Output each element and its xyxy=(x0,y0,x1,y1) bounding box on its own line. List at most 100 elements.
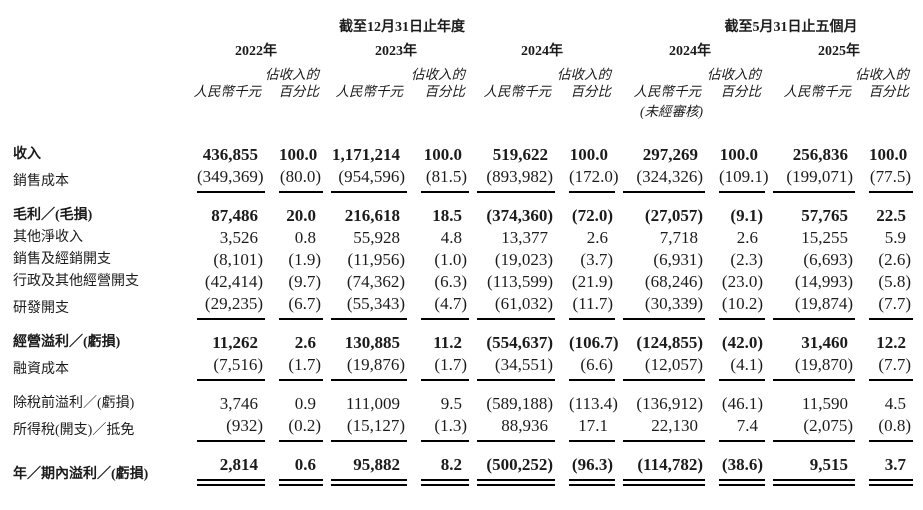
rmb-value-cell: 55,928 xyxy=(353,228,400,247)
rmb-value-cell: (124,855) xyxy=(636,333,703,352)
pct-value-cell: 100.0 xyxy=(279,145,318,164)
pct-value-cell: 100.0 xyxy=(869,145,908,164)
pct-value-cell: (7.7) xyxy=(855,293,913,320)
pct-value-cell: (109.1) xyxy=(705,166,769,193)
rmb-value-cell: 3,746 xyxy=(219,394,258,413)
row-label: 行政及其他經營開支 xyxy=(13,274,139,289)
period-group-annual: 截至12月31日止年度 xyxy=(339,20,465,35)
pct-value-cell: (1.3) xyxy=(407,415,469,442)
pct-value-cell: 2.6 xyxy=(294,333,316,352)
pct-value-cell: (72.0) xyxy=(571,206,613,225)
unit-header-rmb: 人民幣千元 xyxy=(483,84,552,99)
rmb-value-cell: 297,269 xyxy=(642,145,698,164)
rmb-value-cell: (113,599) xyxy=(487,272,553,291)
pct-value-cell: 4.8 xyxy=(440,228,462,247)
pct-value-cell: (80.0) xyxy=(265,166,323,193)
table-row: 行政及其他經營開支 (42,414) (9.7) (74,362) (6.3) (113,… xyxy=(13,271,913,293)
rmb-value-cell: (2,075) xyxy=(765,415,855,442)
rmb-value-cell: (30,339) xyxy=(615,293,705,320)
rmb-value-cell: (19,023) xyxy=(494,250,553,269)
spacer-cell xyxy=(13,381,913,393)
rmb-value-cell: (554,637) xyxy=(486,333,553,352)
rmb-value-cell: 9,515 xyxy=(765,454,855,486)
rmb-value-cell: (68,246) xyxy=(644,272,703,291)
pct-value-cell: (4.7) xyxy=(407,293,469,320)
pct-value-cell: 7.4 xyxy=(705,415,765,442)
rmb-value-cell: 15,255 xyxy=(801,228,848,247)
spacer-row xyxy=(13,381,913,393)
row-label: 研發開支 xyxy=(13,301,69,316)
unaudited-note: (未經審核) xyxy=(640,104,703,119)
pct-value-cell: (0.2) xyxy=(265,415,323,442)
pct-value-cell: (46.1) xyxy=(721,394,763,413)
rmb-value-cell: (7,516) xyxy=(189,354,265,381)
pct-value-cell: 5.9 xyxy=(884,228,906,247)
spacer-cell xyxy=(13,320,913,332)
rmb-value-cell: (29,235) xyxy=(189,293,265,320)
pct-value-cell: (6.3) xyxy=(434,272,467,291)
unit-header-row: 人民幣千元 佔收入的 百分比 人民幣千元 佔收入的 百分比 人民幣千元 佔收入的… xyxy=(13,60,913,100)
rmb-value-cell: (932) xyxy=(189,415,265,442)
pct-value-cell: (4.1) xyxy=(705,354,765,381)
table-row: 銷售及經銷開支 (8,101) (1.9) (11,956) (1.0) (19,023)… xyxy=(13,249,913,271)
pct-value-cell: (2.3) xyxy=(730,250,763,269)
spacer-cell xyxy=(13,442,913,454)
row-label: 收入 xyxy=(13,147,41,162)
row-label: 年／期內溢利／(虧損) xyxy=(13,467,149,482)
pct-value-cell: 12.2 xyxy=(876,333,906,352)
rmb-value-cell: 11,262 xyxy=(212,333,258,352)
pct-value-cell: (1.9) xyxy=(288,250,321,269)
pct-value-cell: 2.6 xyxy=(736,228,758,247)
pct-value-cell: 100.0 xyxy=(423,145,462,164)
rmb-value-cell: (12,057) xyxy=(615,354,705,381)
table-row: 融資成本 (7,516) (1.7) (19,876) (1.7) (34,551) (6.… xyxy=(13,354,913,381)
unit-header-rmb: 人民幣千元 xyxy=(633,84,702,99)
rmb-value-cell: (114,782) xyxy=(615,454,705,486)
rmb-value-cell: (349,369) xyxy=(189,166,265,193)
rmb-value-cell: (42,414) xyxy=(204,272,263,291)
rmb-value-cell: (136,912) xyxy=(636,394,703,413)
rmb-value-cell: (19,870) xyxy=(765,354,855,381)
rmb-value-cell: 31,460 xyxy=(801,333,848,352)
table-row: 年／期內溢利／(虧損) 2,814 0.6 95,882 8.2 (500,252) (96… xyxy=(13,454,913,486)
pct-value-cell: (42.0) xyxy=(721,333,763,352)
rmb-value-cell: 95,882 xyxy=(323,454,407,486)
pct-value-cell: (6.7) xyxy=(265,293,323,320)
table-row: 其他淨收入 3,526 0.8 55,928 4.8 13,377 2.6 7,718 2.6 1… xyxy=(13,227,913,249)
pct-value-cell: (81.5) xyxy=(407,166,469,193)
unit-header-pct: 佔收入的 百分比 xyxy=(855,67,909,99)
rmb-value-cell: (27,057) xyxy=(644,206,703,225)
rmb-value-cell: 22,130 xyxy=(615,415,705,442)
pct-value-cell: 100.0 xyxy=(569,145,608,164)
rmb-value-cell: 1,171,214 xyxy=(332,145,400,164)
rmb-value-cell: 57,765 xyxy=(801,206,848,225)
rmb-value-cell: (324,326) xyxy=(615,166,705,193)
pct-value-cell: (96.3) xyxy=(555,454,615,486)
pct-value-cell: 3.7 xyxy=(855,454,913,486)
pct-value-cell: 0.9 xyxy=(294,394,316,413)
rmb-value-cell: 87,486 xyxy=(211,206,258,225)
year-header-2024-5m: 2024年 xyxy=(669,44,711,59)
rmb-value-cell: 3,526 xyxy=(219,228,258,247)
rmb-value-cell: (11,956) xyxy=(347,250,405,269)
pct-value-cell: (113.4) xyxy=(569,394,618,413)
header-gap-row xyxy=(13,120,913,144)
unit-header-pct: 佔收入的 百分比 xyxy=(707,67,761,99)
rmb-value-cell: (61,032) xyxy=(469,293,555,320)
rmb-value-cell: (500,252) xyxy=(469,454,555,486)
pct-value-cell: 2.6 xyxy=(586,228,608,247)
rmb-value-cell: (19,874) xyxy=(765,293,855,320)
year-header-row: 2022年 2023年 2024年 2024年 2025年 xyxy=(13,36,913,60)
rmb-value-cell: (374,360) xyxy=(486,206,553,225)
unit-header-rmb: 人民幣千元 xyxy=(193,84,262,99)
rmb-value-cell: (74,362) xyxy=(346,272,405,291)
rmb-value-cell: (14,993) xyxy=(794,272,853,291)
spacer-row xyxy=(13,442,913,454)
pct-value-cell: (1.7) xyxy=(265,354,323,381)
table-row: 毛利／(毛損) 87,486 20.0 216,618 18.5 (374,360) (72… xyxy=(13,205,913,227)
rmb-value-cell: (15,127) xyxy=(323,415,407,442)
spacer-row xyxy=(13,193,913,205)
rmb-value-cell: 256,836 xyxy=(792,145,848,164)
period-group-row: 截至12月31日止年度 截至5月31日止五個月 xyxy=(13,10,913,36)
pct-value-cell: 22.5 xyxy=(876,206,906,225)
